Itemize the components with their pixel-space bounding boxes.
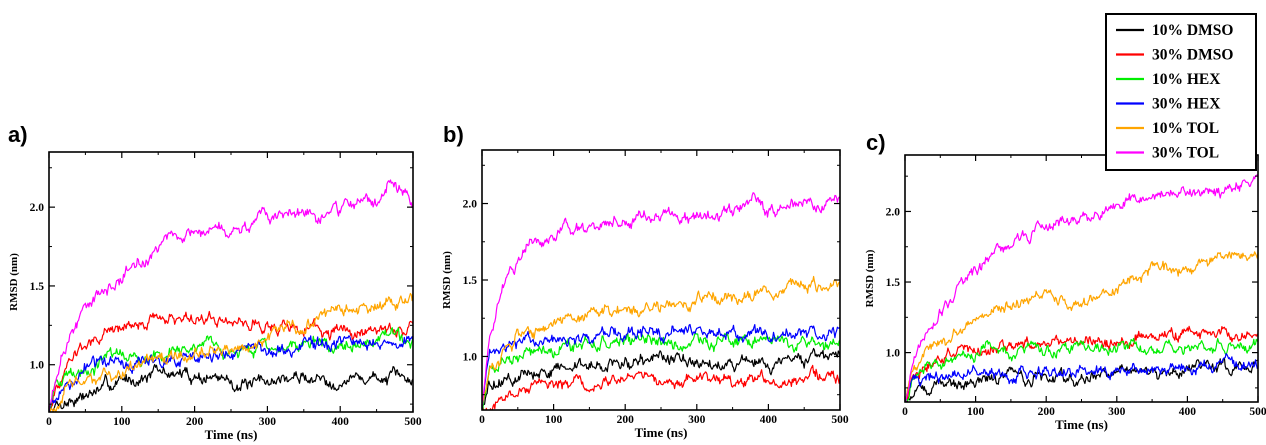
- legend: 10% DMSO 30% DMSO 10% HEX 30% HEX 10% TOL 30%…: [1105, 13, 1257, 171]
- series-line-10-tol: [482, 275, 840, 407]
- series-line-30-tol: [482, 192, 840, 408]
- y-tick-label: 2.0: [886, 206, 901, 218]
- series-line-10-hex: [482, 332, 840, 410]
- x-tick-label: 100: [967, 406, 985, 418]
- series-line-30-dmso: [49, 310, 413, 412]
- x-tick-label: 200: [617, 414, 635, 426]
- x-tick-label: 200: [186, 416, 204, 428]
- panel-label: b): [443, 122, 464, 147]
- panel-label: c): [866, 130, 886, 155]
- series-line-30-hex: [905, 353, 1258, 402]
- x-tick-label: 0: [479, 414, 485, 426]
- legend-frame: [1105, 13, 1257, 171]
- x-tick-label: 300: [1108, 406, 1126, 418]
- legend-label: 30% DMSO: [1152, 47, 1233, 64]
- legend-label: 30% HEX: [1152, 96, 1221, 113]
- y-axis-label: RMSD (nm): [441, 251, 453, 309]
- series-line-10-dmso: [482, 347, 840, 409]
- x-tick-label: 500: [1249, 406, 1266, 418]
- y-tick-label: 2.0: [463, 199, 478, 211]
- legend-label: 10% HEX: [1152, 71, 1221, 88]
- legend-label: 30% TOL: [1152, 145, 1219, 162]
- x-axis-label: Time (ns): [205, 427, 258, 442]
- panel-label: a): [8, 122, 28, 147]
- x-axis-label: Time (ns): [635, 425, 688, 440]
- y-tick-label: 2.0: [30, 202, 45, 214]
- series-group: [482, 192, 840, 410]
- series-line-10-hex: [905, 337, 1258, 402]
- series-line-30-hex: [49, 335, 413, 412]
- series-group: [905, 174, 1258, 402]
- series-line-30-tol: [905, 174, 1258, 402]
- y-tick-label: 1.0: [30, 360, 45, 372]
- x-tick-label: 400: [1179, 406, 1197, 418]
- y-axis-label: RMSD (nm): [8, 253, 20, 311]
- x-tick-label: 0: [46, 416, 52, 428]
- x-axis-label: Time (ns): [1055, 417, 1108, 432]
- y-tick-label: 1.0: [463, 351, 478, 363]
- x-tick-label: 500: [404, 416, 422, 428]
- y-tick-label: 1.0: [886, 348, 901, 360]
- legend-label: 10% DMSO: [1152, 22, 1233, 39]
- legend-label: 10% TOL: [1152, 120, 1219, 137]
- series-line-30-dmso: [905, 325, 1258, 402]
- series-line-30-tol: [49, 179, 413, 411]
- rmsd-panel-1: 0 100 200 300 400 500 1.0 1.5 2.0 Time (ns) RMSD (…: [8, 122, 422, 442]
- y-tick-label: 1.5: [30, 281, 45, 293]
- x-tick-label: 100: [113, 416, 131, 428]
- x-tick-label: 300: [259, 416, 277, 428]
- x-tick-label: 500: [831, 414, 849, 426]
- series-line-30-dmso: [482, 364, 840, 410]
- series-line-10-tol: [905, 251, 1258, 402]
- series-line-10-hex: [49, 327, 413, 412]
- y-axis-label: RMSD (nm): [864, 249, 876, 307]
- x-tick-label: 100: [545, 414, 563, 426]
- series-group: [49, 179, 413, 412]
- plot-frame: [481, 149, 841, 411]
- series-line-30-hex: [482, 323, 840, 410]
- x-tick-label: 0: [902, 406, 908, 418]
- x-tick-label: 200: [1038, 406, 1056, 418]
- x-tick-label: 400: [332, 416, 350, 428]
- x-tick-label: 400: [760, 414, 778, 426]
- series-line-10-dmso: [49, 363, 413, 412]
- x-tick-label: 300: [688, 414, 706, 426]
- series-line-10-tol: [49, 292, 413, 412]
- rmsd-panel-2: 0 100 200 300 400 500 1.0 1.5 2.0 Time (ns) RMSD (…: [441, 122, 849, 440]
- rmsd-panel-3: 0 100 200 300 400 500 1.0 1.5 2.0 Time (ns) RMSD (…: [864, 130, 1266, 432]
- y-tick-label: 1.5: [463, 275, 478, 287]
- series-line-10-dmso: [906, 357, 1258, 402]
- y-tick-label: 1.5: [886, 277, 901, 289]
- plot-frame: [48, 151, 414, 413]
